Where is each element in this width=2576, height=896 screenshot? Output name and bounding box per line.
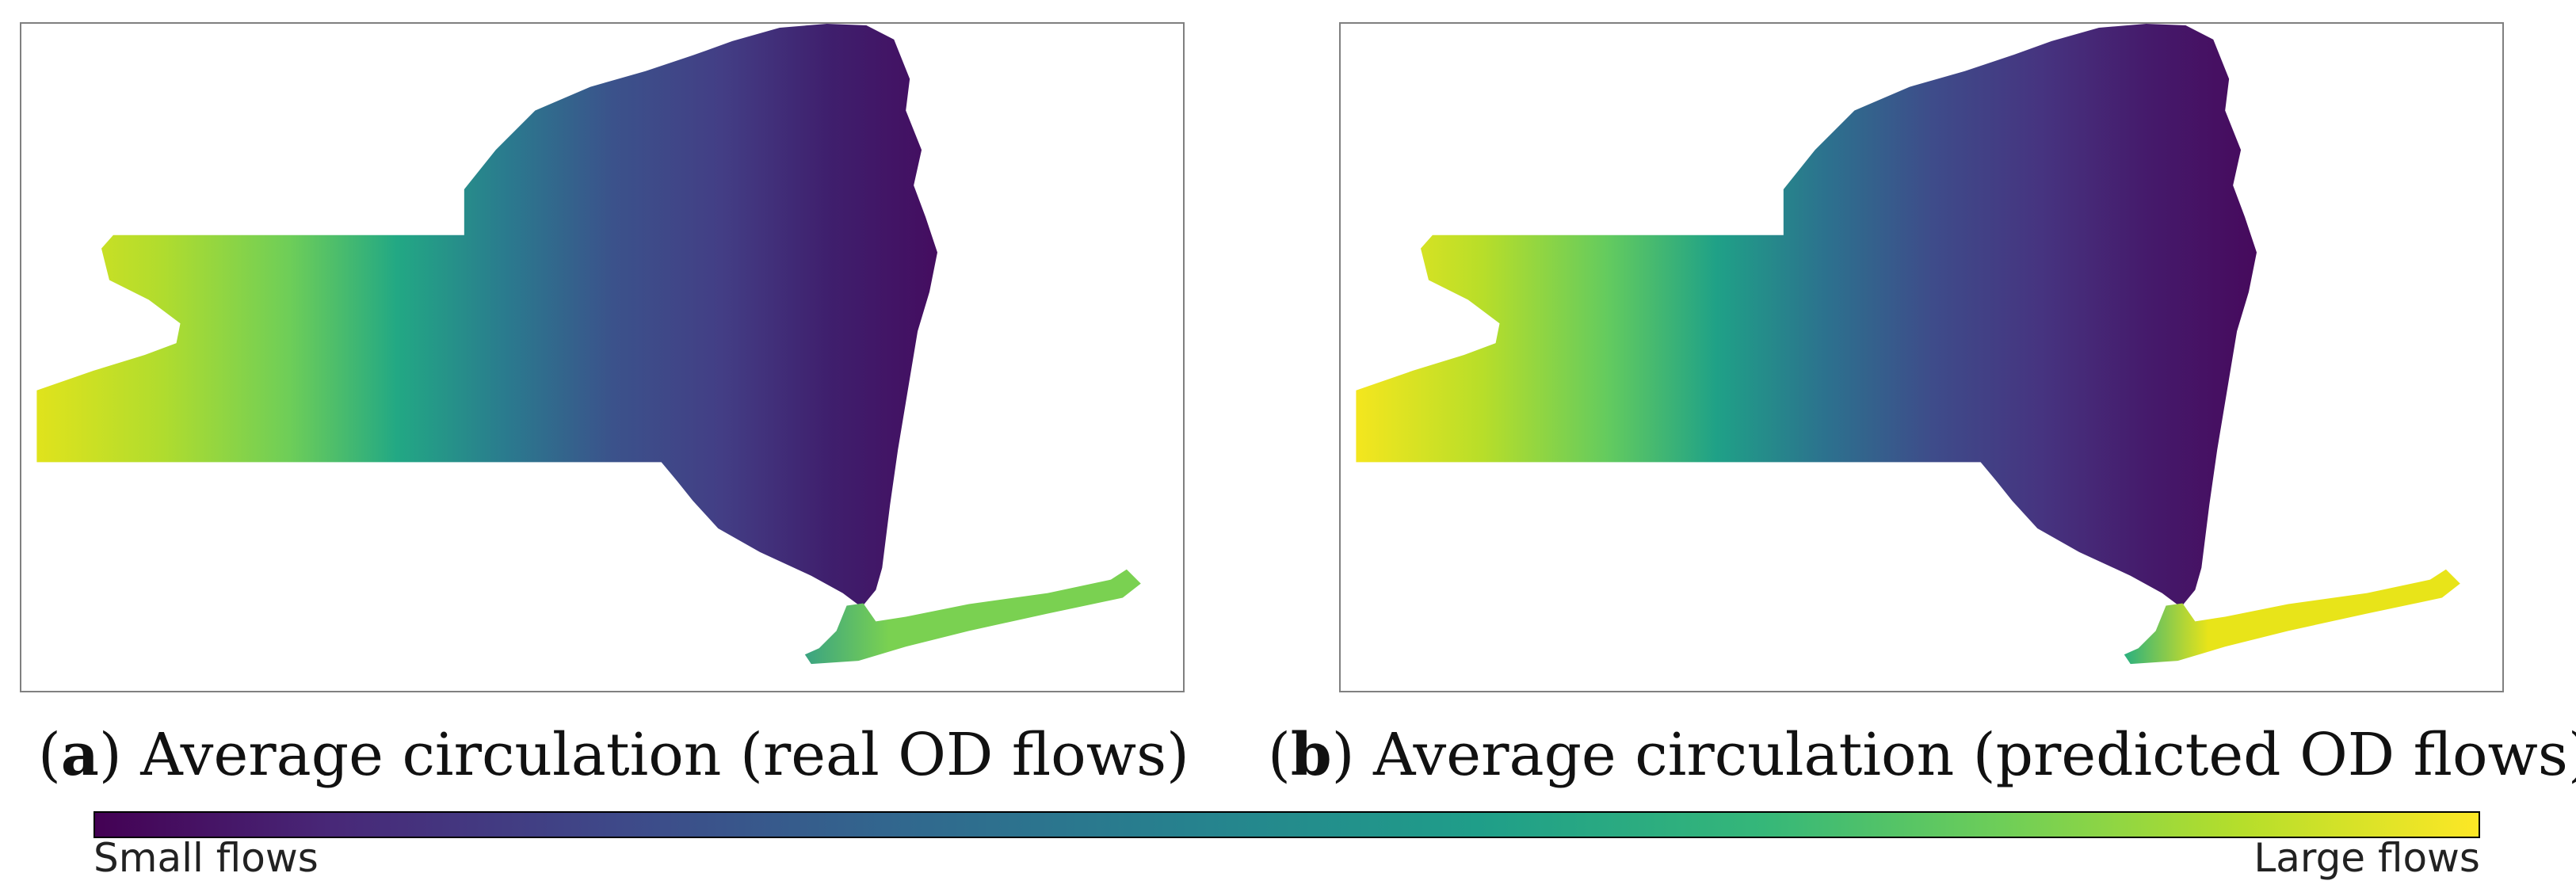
- caption-letter: b: [1290, 721, 1332, 789]
- ny-state-map-predicted: [1356, 24, 2460, 665]
- upstate-region: [1356, 24, 2257, 608]
- map-panel-real: [20, 22, 1185, 692]
- nyc-long-island-region: [2124, 569, 2460, 665]
- nyc-long-island-region: [804, 569, 1141, 665]
- colorbar-max-label: Large flows: [2254, 835, 2480, 881]
- caption-text: Average circulation (real OD flows): [140, 721, 1189, 789]
- caption-letter: a: [60, 721, 99, 789]
- colorbar-min-label: Small flows: [93, 835, 319, 881]
- upstate-region: [36, 24, 937, 608]
- ny-state-map-real: [36, 24, 1141, 665]
- colorbar: [93, 811, 2480, 838]
- map-panel-predicted: [1339, 22, 2504, 692]
- caption-predicted: (b) Average circulation (predicted OD fl…: [1268, 721, 2576, 789]
- caption-real: (a) Average circulation (real OD flows): [38, 721, 1189, 789]
- caption-text: Average circulation (predicted OD flows): [1373, 721, 2576, 789]
